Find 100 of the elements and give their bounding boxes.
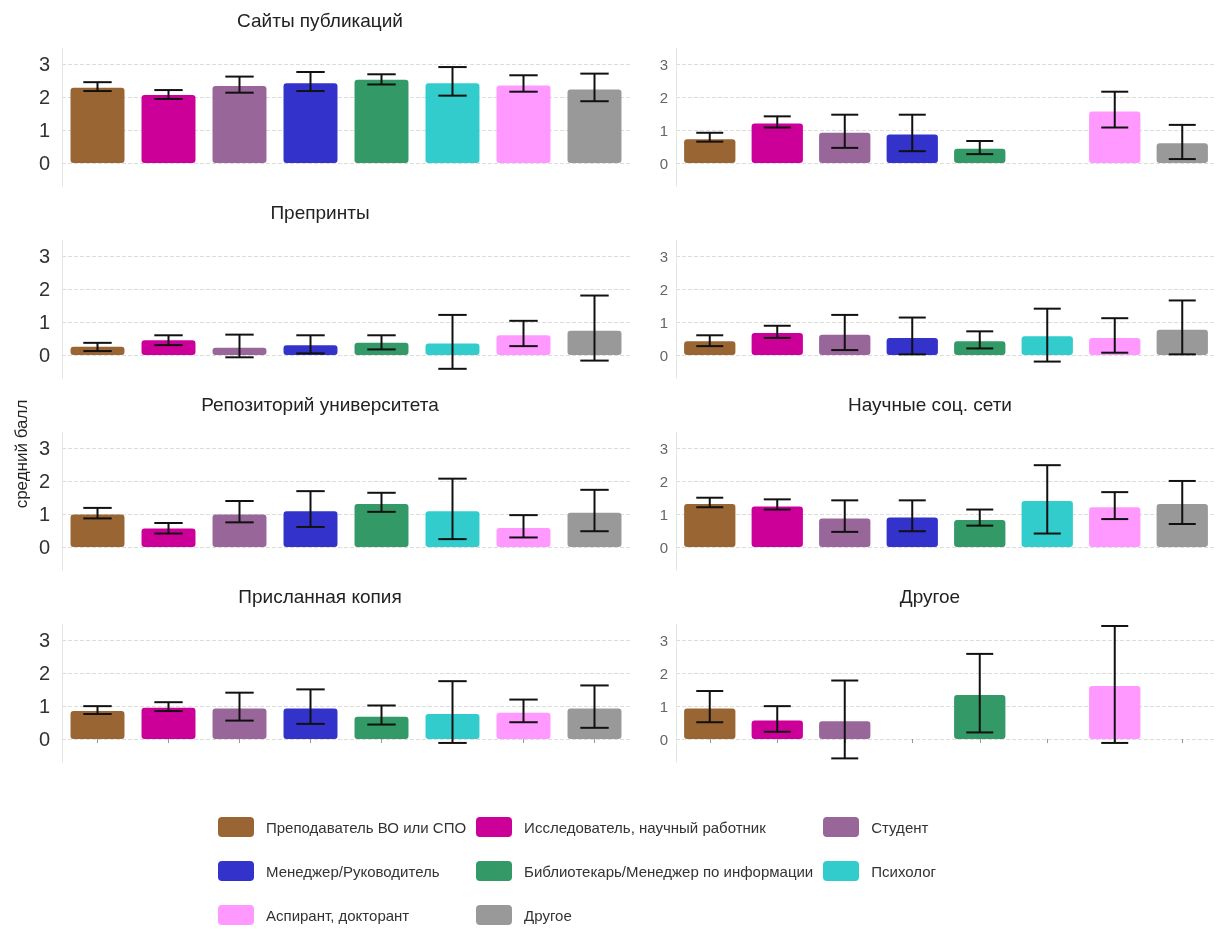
bar [141,707,196,739]
legend-label: Аспирант, докторант [266,906,410,924]
bar [212,514,267,547]
bar [751,123,803,163]
chart-title: Препринты [270,202,370,223]
bar [212,86,267,163]
bar [751,332,803,355]
y-tick-label: 2 [38,86,50,109]
bar [954,694,1006,739]
y-tick-label: 1 [659,505,668,523]
y-tick-label: 1 [38,503,50,526]
bar [425,714,480,739]
y-tick-label: 0 [38,152,50,174]
bar [886,134,938,163]
y-tick-label: 3 [659,55,668,73]
y-tick-label: 1 [38,311,50,334]
bar [1156,143,1208,163]
bar [1156,503,1208,547]
bar [425,343,480,355]
bar [1089,507,1141,547]
legend-label: Преподаватель ВО или СПО [266,818,467,836]
y-tick-label: 2 [659,280,668,298]
bar [1021,501,1073,547]
bar [354,79,409,163]
bar [141,340,196,355]
bar [354,342,409,355]
bar [751,720,803,739]
chart-title: Сайты публикаций [237,10,403,31]
y-tick-label: 1 [659,313,668,331]
bar [567,330,622,355]
y-tick-label: 3 [38,437,50,460]
chart-title: Присланная копия [238,586,402,607]
legend-label: Психолог [871,862,936,880]
y-tick-label: 3 [38,245,50,268]
bar [354,716,409,739]
y-tick-label: 3 [659,247,668,265]
bar [1021,336,1073,355]
bar [283,511,338,547]
bar [886,517,938,547]
bar [70,711,125,739]
bar [141,94,196,163]
bar [684,708,736,739]
bar [354,503,409,547]
legend-label: Исследователь, научный работник [524,818,766,836]
bar [684,341,736,355]
bar [954,520,1006,547]
y-tick-label: 1 [38,695,50,718]
y-tick-label: 0 [659,154,668,172]
bar [212,708,267,739]
y-tick-label: 2 [38,662,50,685]
bar [1156,329,1208,355]
y-tick-label: 2 [38,470,50,493]
bar [70,514,125,547]
y-tick-label: 2 [659,88,668,106]
bar [567,708,622,739]
bar [141,528,196,547]
y-tick-label: 2 [659,472,668,490]
bar [567,89,622,163]
y-tick-label: 1 [659,697,668,715]
bar [1089,686,1141,739]
legend-label: Библиотекарь/Менеджер по информации [524,862,814,880]
y-tick-label: 1 [659,121,668,139]
y-tick-label: 2 [38,278,50,301]
bar [496,527,551,547]
legend-label: Другое [524,906,572,924]
y-tick-label: 3 [659,439,668,457]
bar [954,341,1006,355]
y-tick-label: 0 [659,538,668,556]
bar [819,334,871,355]
y-tick-label: 0 [38,344,50,366]
y-tick-label: 3 [38,629,50,652]
y-tick-label: 3 [659,631,668,649]
bar [751,506,803,547]
bar [684,503,736,547]
y-tick-label: 3 [38,53,50,76]
bar [283,83,338,163]
bar [496,712,551,739]
bar [283,708,338,739]
bar [212,347,267,355]
bar [425,83,480,163]
y-tick-label: 1 [38,119,50,142]
bar [70,87,125,163]
bar [496,85,551,163]
chart-title: Научные соц. сети [848,394,1012,415]
legend-label: Студент [871,818,929,836]
bar [425,511,480,547]
y-tick-label: 0 [38,728,50,750]
bar [496,335,551,355]
bar [819,132,871,163]
chart-title: Другое [899,586,961,607]
y-tick-label: 0 [659,730,668,748]
y-tick-label: 0 [659,346,668,364]
bar [819,518,871,547]
y-tick-label: 2 [659,664,668,682]
bar [684,139,736,163]
y-tick-label: 0 [38,536,50,558]
bar [1089,111,1141,163]
bar [567,512,622,547]
y-axis-title: средний балл [12,399,32,509]
chart-title: Репозиторий университета [201,394,440,415]
